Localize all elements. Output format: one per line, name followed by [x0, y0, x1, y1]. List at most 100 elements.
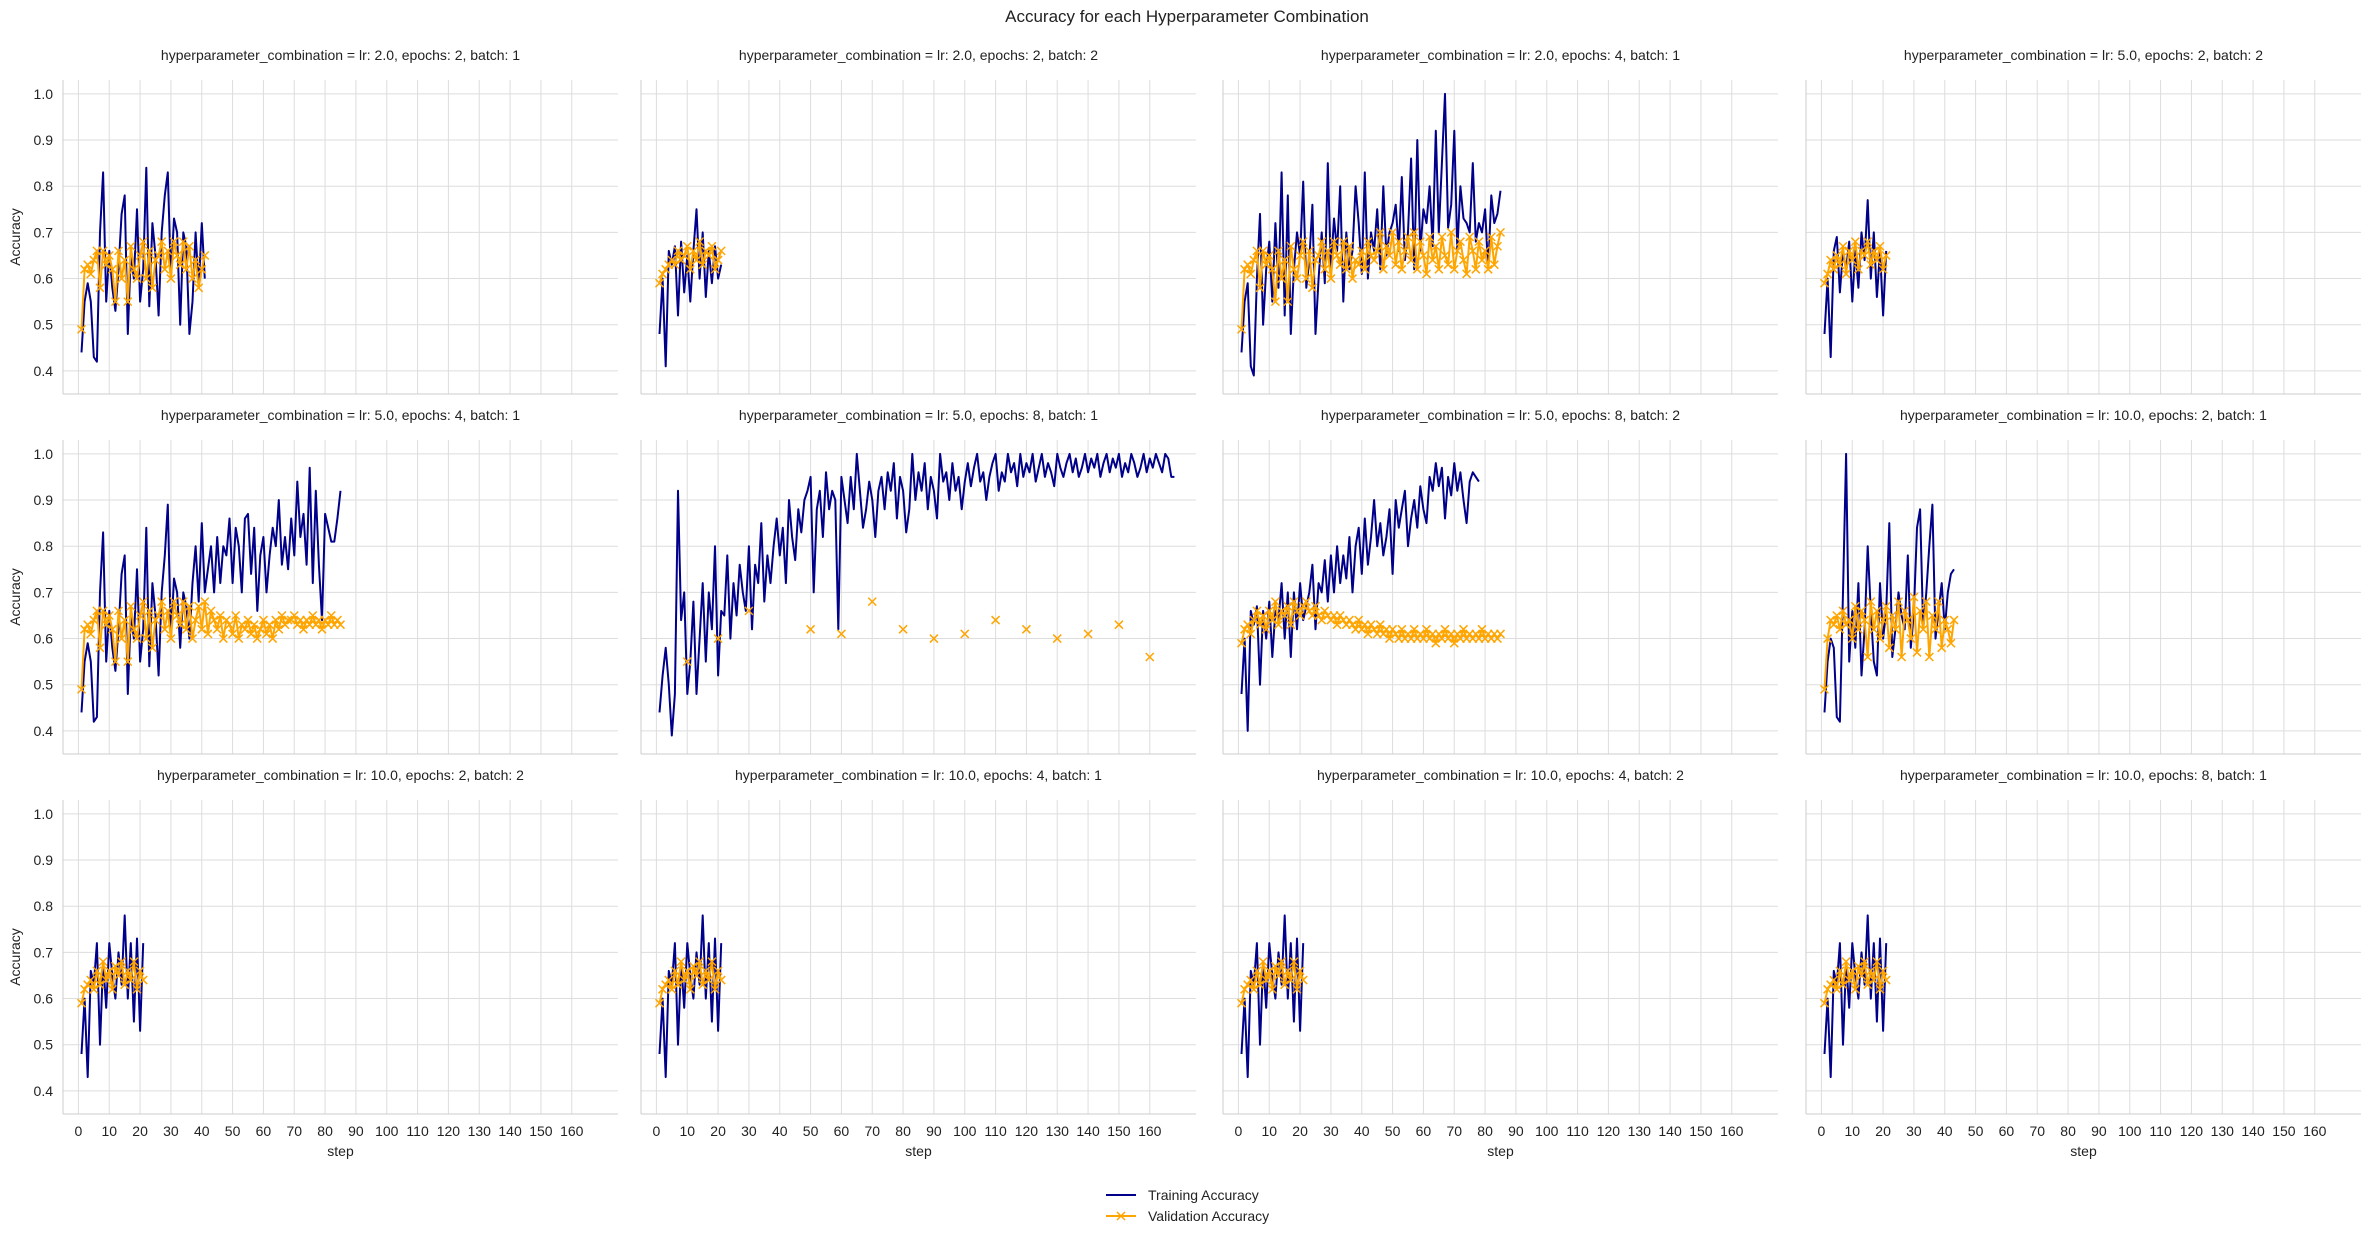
validation-x-marker — [113, 970, 124, 981]
validation-x-marker — [1832, 610, 1842, 621]
validation-x-marker — [1884, 643, 1894, 653]
x-tick-label: 130 — [1046, 1123, 1070, 1139]
validation-x-marker — [1900, 606, 1910, 616]
validation-x-marker — [132, 274, 142, 284]
validation-x-marker — [1474, 237, 1484, 247]
validation-x-marker — [1853, 624, 1863, 634]
validation-x-marker — [1835, 260, 1845, 270]
validation-x-marker — [658, 984, 668, 994]
validation-x-marker — [1909, 592, 1919, 602]
validation-x-marker — [673, 246, 683, 256]
y-axis-label: Accuracy — [7, 208, 23, 266]
validation-x-marker — [713, 255, 723, 265]
validation-x-marker — [1826, 615, 1836, 625]
validation-x-marker — [126, 241, 136, 251]
validation-x-marker — [1860, 615, 1870, 625]
validation-x-marker — [1937, 643, 1947, 653]
x-tick-label: 10 — [101, 1123, 117, 1139]
validation-x-marker — [1363, 629, 1373, 639]
validation-x-marker — [1255, 980, 1265, 990]
validation-x-marker — [1258, 610, 1268, 621]
validation-x-marker — [1850, 237, 1860, 247]
validation-x-marker — [1258, 246, 1268, 256]
chart-title: Accuracy for each Hyperparameter Combina… — [1005, 7, 1369, 26]
validation-x-marker — [1292, 606, 1302, 616]
validation-x-marker — [1403, 232, 1413, 242]
validation-x-marker — [169, 597, 179, 607]
validation-x-marker — [1403, 629, 1413, 639]
validation-x-marker — [1477, 255, 1487, 265]
y-tick-label: 0.7 — [34, 944, 54, 960]
validation-x-marker — [1270, 597, 1280, 607]
validation-x-marker — [676, 255, 686, 265]
validation-x-marker — [1388, 227, 1398, 237]
x-tick-label: 40 — [1354, 1123, 1370, 1139]
validation-x-marker — [268, 634, 278, 644]
validation-x-marker — [1381, 241, 1391, 251]
x-tick-label: 120 — [1597, 1123, 1621, 1139]
validation-x-marker — [283, 615, 293, 625]
validation-x-marker — [1486, 232, 1496, 242]
x-tick-label: 10 — [1261, 1123, 1277, 1139]
validation-x-marker — [197, 264, 207, 274]
validation-x-marker — [104, 610, 114, 621]
validation-x-marker — [1881, 601, 1891, 611]
validation-x-marker — [1400, 246, 1410, 256]
validation-x-marker — [101, 260, 111, 270]
validation-x-marker — [806, 624, 816, 634]
validation-x-marker — [1320, 606, 1330, 616]
validation-x-marker — [685, 264, 695, 274]
x-tick-label: 160 — [2303, 1123, 2327, 1139]
validation-x-marker — [1875, 984, 1885, 994]
validation-x-marker — [144, 606, 154, 616]
validation-x-marker — [670, 260, 680, 270]
validation-x-marker — [1326, 274, 1336, 284]
validation-x-marker — [1280, 610, 1290, 621]
validation-x-marker — [679, 250, 689, 261]
y-tick-label: 0.5 — [34, 1037, 54, 1053]
legend-validation-x-marker — [1116, 1211, 1126, 1221]
validation-x-marker — [1492, 241, 1502, 251]
validation-x-marker — [138, 237, 148, 247]
x-tick-label: 20 — [132, 1123, 148, 1139]
validation-x-marker — [1425, 634, 1435, 644]
validation-x-marker — [1477, 624, 1487, 634]
validation-x-marker — [141, 274, 151, 284]
validation-x-marker — [163, 606, 173, 616]
validation-x-marker — [172, 610, 182, 621]
facet-title: hyperparameter_combination = lr: 10.0, e… — [1900, 767, 2267, 783]
validation-x-marker — [1832, 984, 1842, 994]
validation-x-marker — [129, 624, 139, 634]
validation-x-marker — [1421, 624, 1432, 634]
validation-x-marker — [1421, 269, 1432, 279]
validation-x-marker — [80, 984, 90, 994]
validation-x-marker — [1823, 984, 1833, 994]
validation-x-marker — [1465, 232, 1475, 242]
validation-x-marker — [1145, 652, 1155, 662]
validation-x-marker — [1856, 970, 1867, 981]
validation-x-marker — [95, 283, 105, 293]
validation-x-marker — [1495, 629, 1506, 639]
validation-x-marker — [1249, 615, 1259, 625]
validation-x-marker — [95, 980, 105, 990]
y-tick-label: 0.4 — [34, 363, 54, 379]
x-tick-label: 30 — [163, 1123, 179, 1139]
x-axis-label: step — [327, 1143, 354, 1159]
facet-panel-9: hyperparameter_combination = lr: 10.0, e… — [7, 767, 618, 1159]
validation-x-marker — [1878, 264, 1888, 274]
validation-x-marker — [83, 260, 93, 270]
validation-x-marker — [1934, 597, 1944, 607]
validation-x-marker — [1298, 601, 1308, 611]
validation-x-marker — [688, 961, 698, 971]
validation-x-marker — [673, 980, 683, 990]
validation-x-marker — [1335, 260, 1345, 270]
y-axis-label: Accuracy — [7, 568, 23, 626]
validation-x-marker — [320, 615, 330, 625]
x-tick-label: 120 — [437, 1123, 461, 1139]
validation-x-marker — [1860, 957, 1870, 967]
validation-x-marker — [76, 684, 87, 694]
validation-x-marker — [1912, 647, 1922, 657]
validation-x-marker — [1246, 269, 1256, 279]
x-tick-label: 140 — [1076, 1123, 1100, 1139]
validation-x-marker — [1881, 250, 1891, 261]
